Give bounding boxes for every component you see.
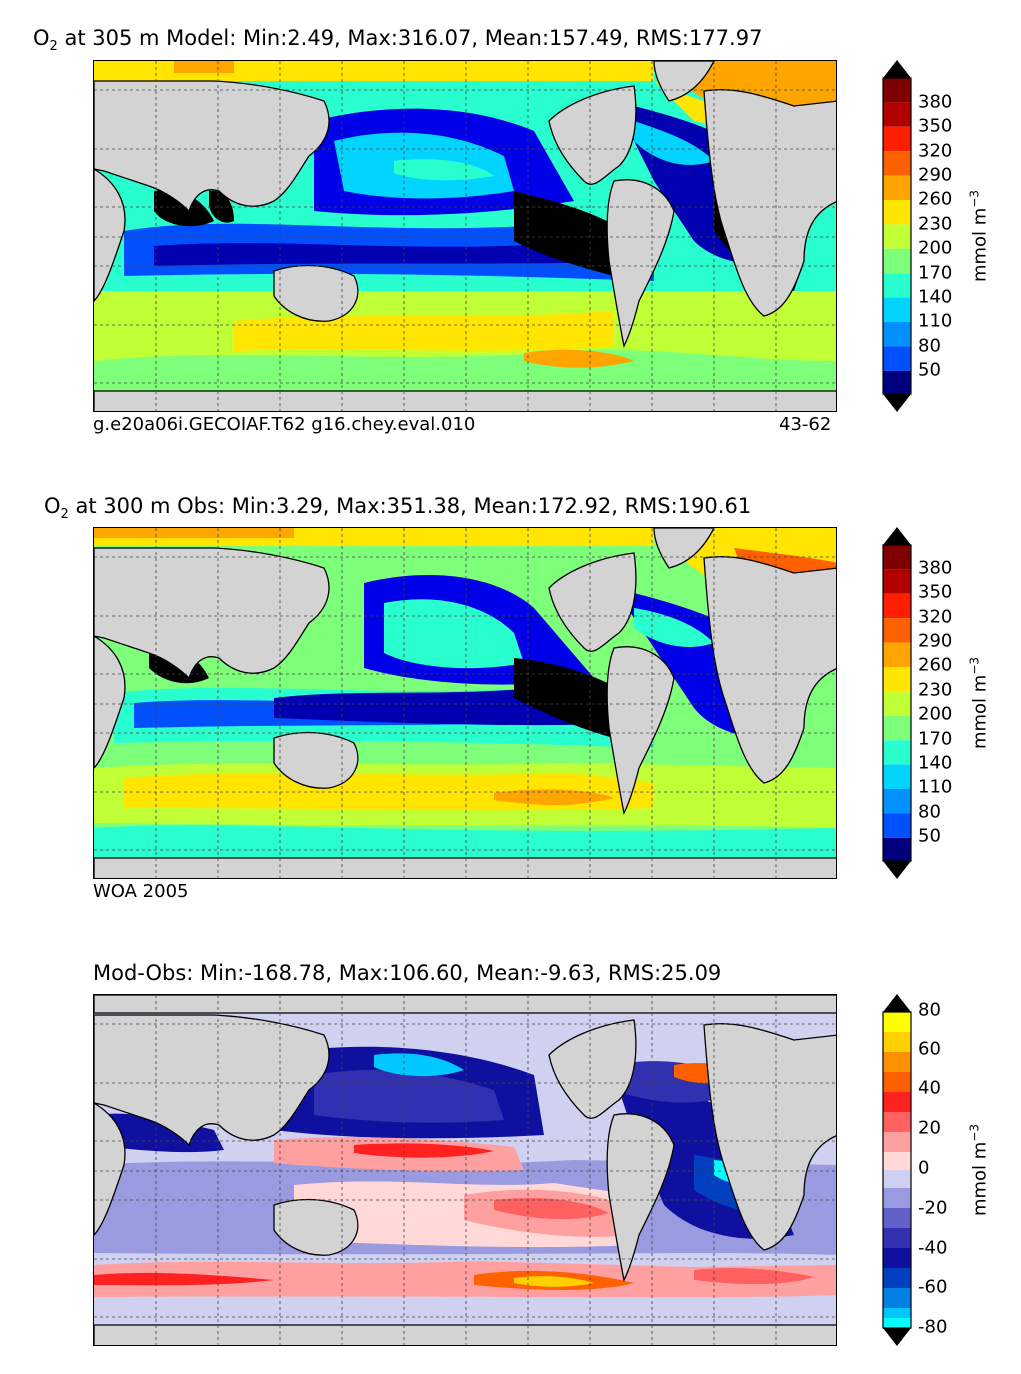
panel3-title: Mod-Obs: Min:-168.78, Max:106.60, Mean:-… [93, 961, 722, 985]
panel3-cbar-tick: 0 [918, 1157, 930, 1179]
panel2-cbar-tick: 290 [918, 630, 953, 652]
panel1-cbar-tick: 80 [918, 335, 941, 357]
panel2-cbar-tick: 140 [918, 752, 953, 774]
panel2-title: O2 at 300 m Obs: Min:3.29, Max:351.38, M… [44, 494, 752, 523]
panel3-cbar-tick: 60 [918, 1038, 941, 1060]
panel3-cbar-tick: -60 [918, 1276, 948, 1298]
panel3-cbar-tick: -20 [918, 1197, 948, 1219]
panel1-cbar-tick: 350 [918, 115, 953, 137]
panel1-colorbar [882, 60, 912, 412]
panel2-cbar-tick: 380 [918, 557, 953, 579]
panel1-cbar-tick: 200 [918, 237, 953, 259]
panel1-cbar-tick: 260 [918, 188, 953, 210]
panel2-cbar-tick: 320 [918, 606, 953, 628]
panel2-cbar-tick: 50 [918, 825, 941, 847]
panel1-cbar-tick: 170 [918, 262, 953, 284]
panel3-colorbar [882, 994, 912, 1346]
panel1-cbar-label: mmol m−3 [967, 189, 991, 283]
panel1-cbar-tick: 320 [918, 140, 953, 162]
panel2-cbar-label: mmol m−3 [967, 656, 991, 750]
panel3-cbar-tick: 80 [918, 999, 941, 1021]
panel2-caption-left: WOA 2005 [93, 881, 189, 902]
panel1-cbar-tick: 230 [918, 213, 953, 235]
panel2-cbar-tick: 350 [918, 581, 953, 603]
panel3-cbar-tick: -40 [918, 1237, 948, 1259]
panel1-map [93, 60, 837, 412]
panel2-cbar-tick: 260 [918, 654, 953, 676]
panel2-cbar-tick: 200 [918, 703, 953, 725]
panel2-cbar-tick: 110 [918, 776, 953, 798]
panel3-cbar-tick: 20 [918, 1117, 941, 1139]
panel1-cbar-tick: 380 [918, 91, 953, 113]
panel3-cbar-tick: 40 [918, 1077, 941, 1099]
panel2-cbar-tick: 230 [918, 679, 953, 701]
panel2-cbar-tick: 80 [918, 801, 941, 823]
panel1-caption-left: g.e20a06i.GECOIAF.T62 g16.chey.eval.010 [93, 414, 476, 435]
panel1-title: O2 at 305 m Model: Min:2.49, Max:316.07,… [33, 26, 763, 55]
panel1-cbar-tick: 290 [918, 164, 953, 186]
panel2-map [93, 527, 837, 879]
panel3-cbar-label: mmol m−3 [967, 1123, 991, 1217]
panel1-cbar-tick: 110 [918, 310, 953, 332]
panel1-caption-right: 43-62 [779, 414, 832, 435]
panel1-cbar-tick: 50 [918, 359, 941, 381]
panel2-colorbar [882, 527, 912, 879]
panel1-cbar-tick: 140 [918, 286, 953, 308]
panel2-cbar-tick: 170 [918, 728, 953, 750]
panel3-cbar-tick: -80 [918, 1316, 948, 1338]
panel3-map [93, 994, 837, 1346]
